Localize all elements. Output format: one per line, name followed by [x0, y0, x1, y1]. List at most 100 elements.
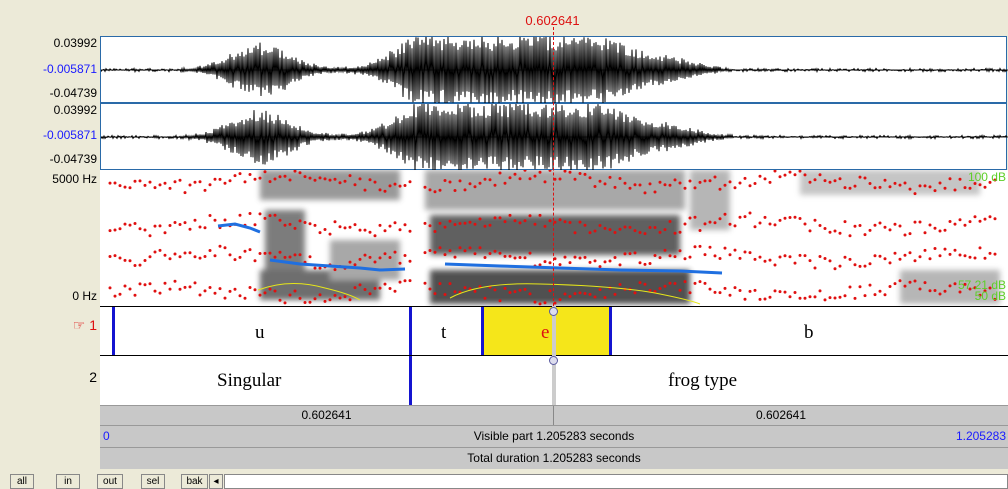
visible-part-row[interactable]: 0 Visible part 1.205283 seconds 1.205283	[100, 425, 1008, 447]
formant-point	[448, 282, 452, 286]
formant-point	[928, 185, 932, 189]
tier-1-interval-label[interactable]: e	[541, 322, 550, 343]
spectrogram-panel[interactable]: 100 dB 57.21 dB 50 dB	[100, 170, 1008, 306]
formant-point	[938, 181, 942, 185]
formant-point	[268, 251, 272, 255]
formant-point	[778, 218, 782, 222]
formant-point	[788, 170, 792, 174]
zoom-out-button[interactable]: out	[97, 474, 123, 489]
tier-2-interval-label[interactable]: frog type	[668, 370, 738, 391]
formant-point	[443, 179, 447, 182]
tier-1-boundary[interactable]	[481, 307, 484, 356]
formant-point	[183, 285, 187, 289]
tier-1-interval-label[interactable]: b	[804, 322, 814, 343]
cursor-handle[interactable]	[549, 307, 558, 316]
formant-point	[458, 246, 462, 250]
formant-point	[368, 255, 372, 259]
formant-point	[863, 176, 867, 180]
tier-2-interval-label[interactable]: Singular	[217, 370, 282, 391]
zoom-back-button[interactable]: bak	[181, 474, 208, 489]
formant-point	[808, 295, 812, 299]
formant-point	[593, 185, 597, 188]
formant-point	[773, 289, 777, 293]
formant-point	[763, 177, 767, 181]
formant-point	[193, 218, 197, 222]
formant-point	[243, 180, 247, 184]
tier-1-number[interactable]: ☞ 1	[72, 317, 97, 333]
formant-point	[473, 222, 477, 226]
formant-point	[668, 183, 672, 187]
formant-point	[213, 218, 217, 222]
formant-point	[168, 257, 172, 261]
formant-point	[803, 296, 807, 300]
formant-point	[743, 215, 747, 219]
formant-point	[383, 189, 387, 193]
formant-point	[158, 248, 162, 252]
formant-point	[178, 287, 182, 291]
formant-point	[228, 253, 232, 257]
formant-point	[943, 186, 947, 190]
formant-point	[593, 295, 597, 299]
tier-2-number[interactable]: 2	[89, 369, 97, 385]
formant-point	[898, 257, 902, 261]
formant-point	[778, 290, 782, 294]
formant-point	[648, 262, 652, 265]
formant-point	[453, 290, 457, 294]
formant-point	[823, 257, 827, 260]
formant-point	[773, 170, 777, 173]
formant-point	[228, 179, 232, 183]
formant-point	[488, 252, 492, 255]
tier-1-boundary[interactable]	[409, 307, 412, 356]
tier-1-boundary[interactable]	[112, 307, 115, 356]
zoom-in-button[interactable]: in	[56, 474, 80, 489]
formant-point	[403, 279, 407, 283]
formant-point	[828, 296, 832, 300]
formant-point	[498, 216, 502, 220]
formant-point	[963, 223, 967, 227]
formant-point	[673, 282, 677, 285]
formant-point	[768, 180, 772, 184]
time-left-cell[interactable]: 0.602641	[100, 406, 554, 425]
formant-point	[458, 179, 462, 183]
total-duration-row[interactable]: Total duration 1.205283 seconds	[100, 447, 1008, 469]
formant-point	[968, 220, 972, 224]
formant-point	[938, 292, 942, 296]
formant-point	[343, 179, 347, 183]
formant-point	[428, 188, 432, 192]
formant-point	[738, 256, 742, 260]
tier-1-interval-label[interactable]: t	[441, 322, 447, 343]
formant-point	[353, 263, 357, 267]
formant-point	[688, 255, 692, 259]
formant-point	[723, 183, 727, 187]
formant-point	[318, 231, 322, 235]
time-right-cell[interactable]: 0.602641	[554, 406, 1008, 425]
formant-point	[633, 183, 637, 187]
cursor-handle[interactable]	[549, 356, 558, 365]
zoom-all-button[interactable]: all	[10, 474, 34, 489]
formant-point	[198, 293, 202, 297]
tier-2-boundary[interactable]	[409, 356, 412, 406]
formant-point	[773, 223, 777, 227]
formant-point	[508, 213, 512, 217]
zoom-selection-button[interactable]: sel	[141, 474, 165, 489]
formant-point	[923, 281, 927, 285]
formant-point	[513, 290, 517, 294]
formant-point	[978, 293, 982, 297]
formant-point	[538, 263, 542, 267]
formant-point	[828, 230, 832, 234]
tier-1-selected-interval[interactable]	[483, 307, 610, 356]
formant-point	[548, 261, 552, 265]
horizontal-scrollbar[interactable]	[224, 474, 1008, 489]
formant-point	[973, 182, 977, 185]
formant-point	[208, 286, 212, 289]
formant-point	[878, 221, 882, 225]
formant-point	[648, 226, 652, 229]
tier-1-interval-label[interactable]: u	[255, 322, 265, 343]
scroll-left-icon[interactable]: ◂	[209, 474, 223, 489]
formant-point	[863, 233, 867, 237]
formant-point	[713, 254, 717, 258]
tier-1-boundary[interactable]	[609, 307, 612, 356]
cursor-line	[553, 27, 554, 306]
formant-point	[168, 186, 172, 190]
formant-point	[643, 232, 647, 236]
